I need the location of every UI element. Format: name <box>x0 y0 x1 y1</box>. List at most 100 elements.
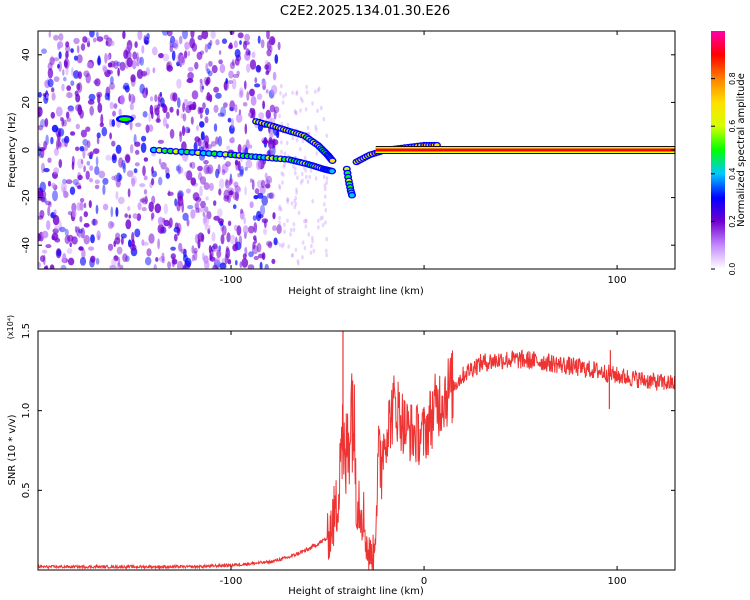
noise-speckle <box>96 36 104 42</box>
noise-speckle <box>197 232 205 242</box>
x-tick-label: -100 <box>220 275 243 286</box>
noise-speckle <box>278 185 282 191</box>
noise-speckle <box>48 31 52 38</box>
noise-speckle <box>51 87 55 93</box>
noise-speckle <box>323 183 327 188</box>
noise-speckle <box>76 45 80 54</box>
noise-speckle <box>221 163 229 174</box>
noise-speckle <box>178 242 183 252</box>
noise-speckle <box>57 41 64 49</box>
noise-speckle <box>101 126 108 137</box>
snr-axes: -100 0 100 0.5 1.0 1.5 <box>21 323 675 587</box>
noise-speckle <box>299 180 303 185</box>
noise-speckle <box>199 78 203 84</box>
noise-speckle <box>291 90 294 96</box>
noise-speckle <box>83 223 90 228</box>
noise-speckle <box>146 248 152 257</box>
noise-speckle <box>151 195 156 205</box>
noise-speckle <box>54 237 61 243</box>
noise-speckle <box>254 188 260 195</box>
noise-speckle <box>316 108 319 114</box>
noise-speckle <box>82 148 86 159</box>
noise-speckle <box>182 31 188 40</box>
noise-speckle <box>160 162 167 170</box>
noise-speckle <box>193 247 198 254</box>
noise-speckle <box>96 230 101 241</box>
noise-speckle <box>325 237 329 242</box>
noise-speckle <box>265 183 271 189</box>
noise-speckle <box>114 174 117 182</box>
noise-speckle <box>39 181 46 193</box>
spectrogram-marks <box>38 31 675 269</box>
branch-mid <box>178 149 184 154</box>
noise-speckle <box>73 70 80 79</box>
noise-speckle <box>286 199 289 204</box>
noise-speckle <box>65 50 69 59</box>
noise-speckle <box>155 257 159 262</box>
noise-speckle <box>278 206 281 212</box>
noise-speckle <box>237 32 244 39</box>
noise-speckle <box>117 67 120 77</box>
spectrogram-axes: -100 100 -40 -20 0 20 40 <box>21 31 675 286</box>
noise-speckle <box>65 45 71 53</box>
noise-speckle <box>215 136 219 145</box>
x-tick-label: -100 <box>220 576 243 587</box>
noise-speckle <box>289 232 292 237</box>
noise-speckle <box>107 220 114 230</box>
noise-speckle <box>168 217 173 228</box>
noise-speckle <box>282 172 285 177</box>
noise-speckle <box>148 201 154 212</box>
noise-speckle <box>264 64 269 70</box>
noise-speckle <box>169 128 175 139</box>
noise-speckle <box>59 142 67 148</box>
noise-speckle <box>129 244 137 251</box>
branch-upper <box>329 158 335 163</box>
noise-speckle <box>76 54 83 64</box>
noise-speckle <box>225 247 231 259</box>
noise-speckle <box>187 66 194 72</box>
noise-speckle <box>85 73 91 84</box>
noise-speckle <box>182 113 187 122</box>
noise-speckle <box>51 235 55 241</box>
noise-speckle <box>325 252 328 258</box>
noise-speckle <box>170 253 176 260</box>
noise-speckle <box>152 67 156 74</box>
noise-speckle <box>154 94 158 103</box>
noise-speckle <box>195 207 200 214</box>
noise-speckle <box>77 158 84 169</box>
noise-speckle <box>53 76 60 82</box>
noise-speckle <box>218 245 222 252</box>
noise-speckle <box>256 210 262 222</box>
noise-speckle <box>43 168 50 173</box>
noise-speckle <box>261 218 269 224</box>
noise-speckle <box>280 171 284 176</box>
noise-speckle <box>265 89 269 94</box>
noise-speckle <box>311 235 314 241</box>
noise-speckle <box>184 171 188 177</box>
noise-speckle <box>176 108 180 117</box>
noise-speckle <box>306 125 310 131</box>
noise-speckle <box>78 246 84 251</box>
noise-speckle <box>126 40 133 51</box>
noise-speckle <box>167 31 173 37</box>
noise-speckle <box>125 219 132 230</box>
noise-speckle <box>113 60 119 70</box>
noise-speckle <box>115 178 121 188</box>
noise-speckle <box>83 234 90 245</box>
noise-speckle <box>196 125 199 131</box>
noise-speckle <box>102 184 106 195</box>
noise-speckle <box>115 207 119 217</box>
noise-speckle <box>226 145 231 150</box>
colorbar-tick-label: 0.8 <box>728 72 737 85</box>
colorbar-tick-label: 0.6 <box>728 120 737 133</box>
noise-speckle <box>323 186 327 192</box>
noise-speckle <box>148 112 151 123</box>
noise-speckle <box>210 31 216 39</box>
branch-mid <box>206 151 212 156</box>
noise-speckle <box>163 203 169 215</box>
noise-speckle <box>217 112 225 117</box>
noise-speckle <box>82 36 88 43</box>
y-tick-label: 40 <box>21 48 32 61</box>
noise-speckle <box>203 160 209 165</box>
noise-speckle <box>100 113 104 125</box>
